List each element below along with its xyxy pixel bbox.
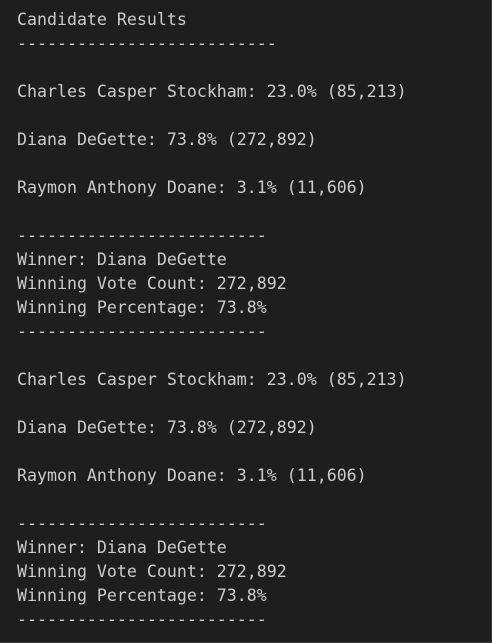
- divider: --------------------------: [17, 34, 277, 53]
- winning-vote-count-line: Winning Vote Count: 272,892: [17, 274, 287, 293]
- divider: -------------------------: [17, 322, 267, 341]
- winning-percentage-line: Winning Percentage: 73.8%: [17, 298, 267, 317]
- candidate-result-stockham: Charles Casper Stockham: 23.0% (85,213): [17, 82, 407, 101]
- candidate-result-doane: Raymon Anthony Doane: 3.1% (11,606): [17, 178, 367, 197]
- divider: -------------------------: [17, 514, 267, 533]
- candidate-result-stockham: Charles Casper Stockham: 23.0% (85,213): [17, 370, 407, 389]
- divider: -------------------------: [17, 610, 267, 629]
- winning-vote-count-line: Winning Vote Count: 272,892: [17, 562, 287, 581]
- candidate-result-degette: Diana DeGette: 73.8% (272,892): [17, 418, 317, 437]
- winner-line: Winner: Diana DeGette: [17, 538, 227, 557]
- candidate-result-degette: Diana DeGette: 73.8% (272,892): [17, 130, 317, 149]
- divider: -------------------------: [17, 226, 267, 245]
- winner-line: Winner: Diana DeGette: [17, 250, 227, 269]
- results-header: Candidate Results: [17, 10, 187, 29]
- candidate-result-doane: Raymon Anthony Doane: 3.1% (11,606): [17, 466, 367, 485]
- winning-percentage-line: Winning Percentage: 73.8%: [17, 586, 267, 605]
